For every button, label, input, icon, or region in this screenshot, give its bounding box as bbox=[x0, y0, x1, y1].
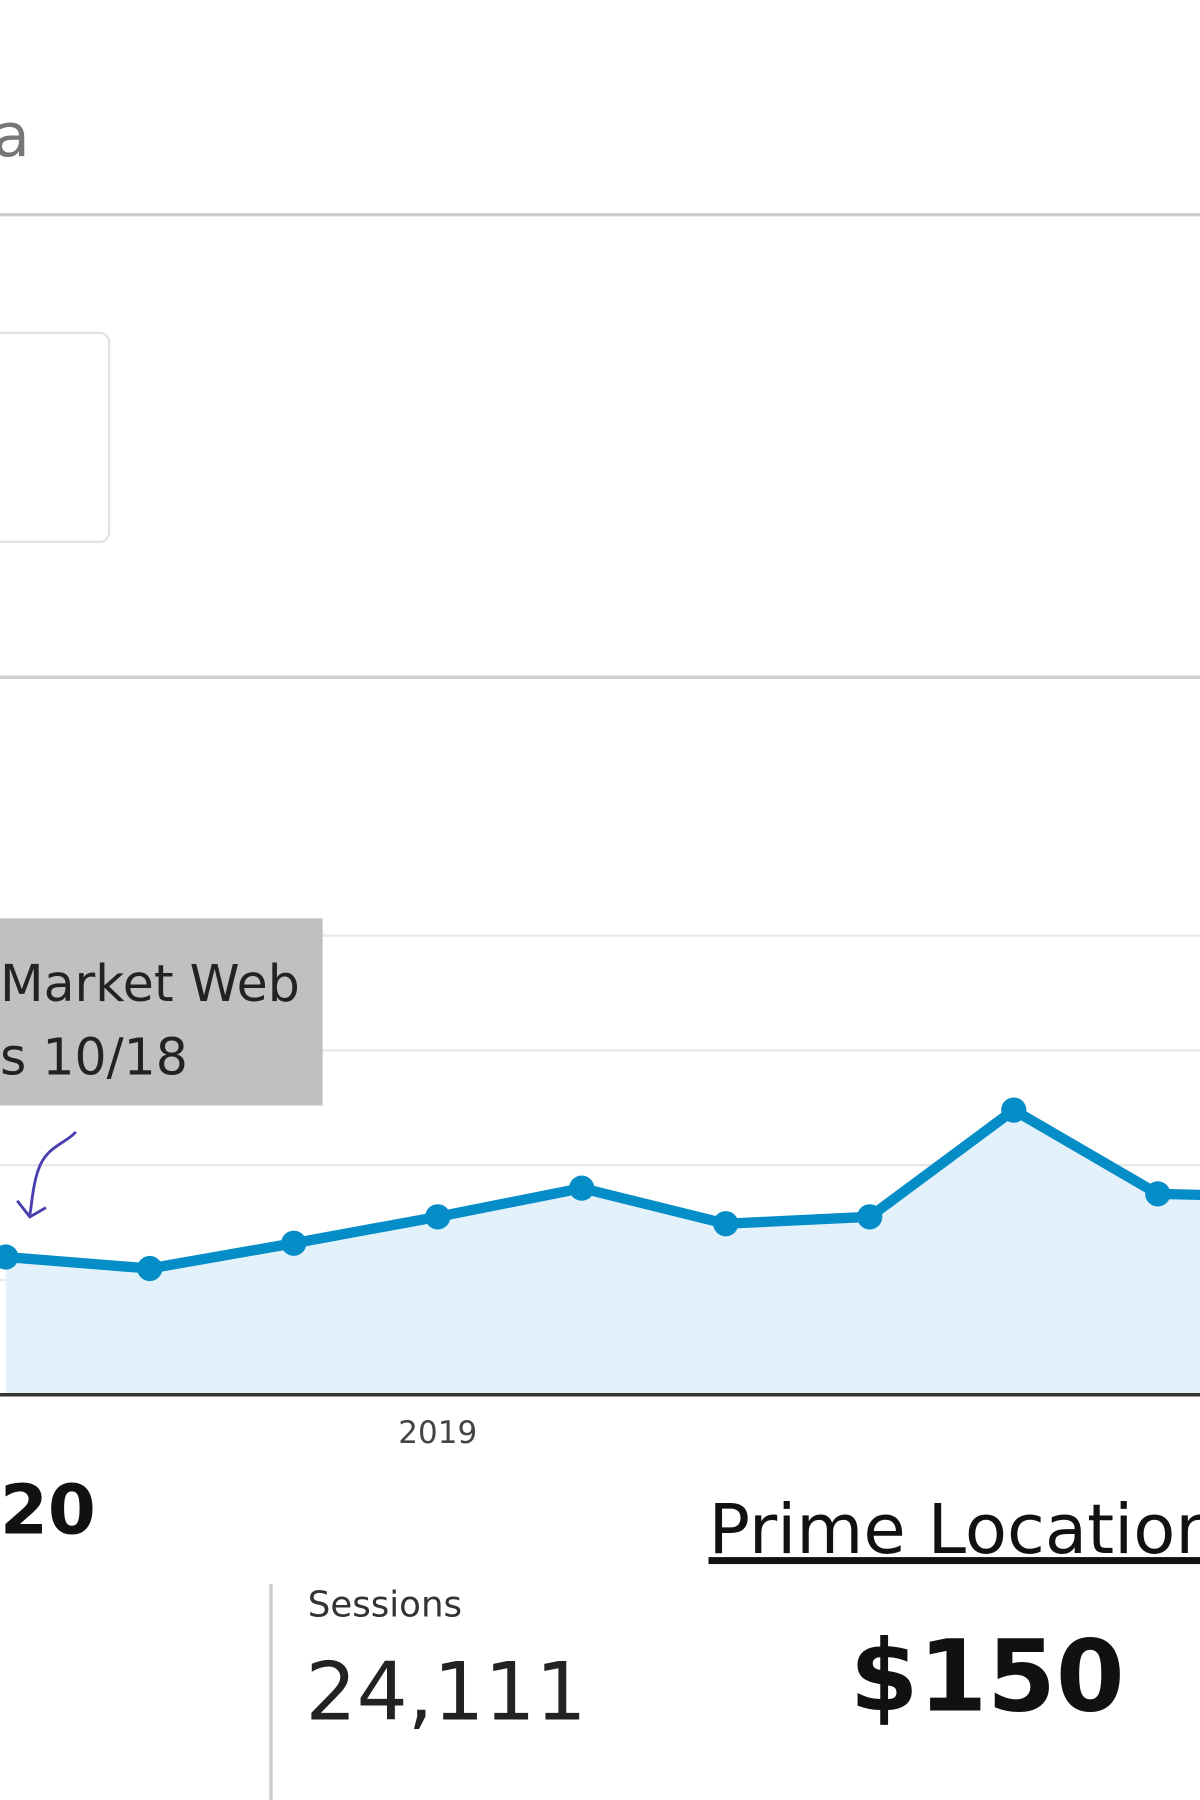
promo-title: Prime Location bbox=[709, 1490, 1200, 1570]
chart: 2019 bbox=[0, 934, 1200, 1451]
point bbox=[0, 1244, 19, 1270]
point bbox=[1145, 1181, 1171, 1207]
point bbox=[1001, 1097, 1027, 1123]
year-heading: 20 bbox=[0, 1471, 96, 1551]
annotation-text: Market Web bbox=[0, 954, 300, 1013]
x-tick-label: 2019 bbox=[398, 1415, 477, 1451]
annotation-text: s 10/18 bbox=[0, 1027, 188, 1086]
annotation-box bbox=[0, 918, 323, 1106]
point bbox=[137, 1255, 163, 1282]
hand-drawn-arrow bbox=[16, 1130, 77, 1219]
metric-value: 24,111 bbox=[305, 1645, 586, 1739]
point bbox=[569, 1175, 595, 1201]
header-title: a bbox=[0, 102, 30, 171]
point bbox=[425, 1204, 451, 1230]
promo-price: $150 bbox=[850, 1619, 1125, 1734]
line bbox=[5, 1104, 1200, 1274]
point bbox=[281, 1230, 307, 1256]
metric-label: Sessions bbox=[308, 1584, 462, 1625]
input-box[interactable] bbox=[0, 331, 111, 543]
point bbox=[713, 1211, 739, 1237]
point bbox=[857, 1204, 883, 1230]
area bbox=[5, 1110, 1200, 1395]
